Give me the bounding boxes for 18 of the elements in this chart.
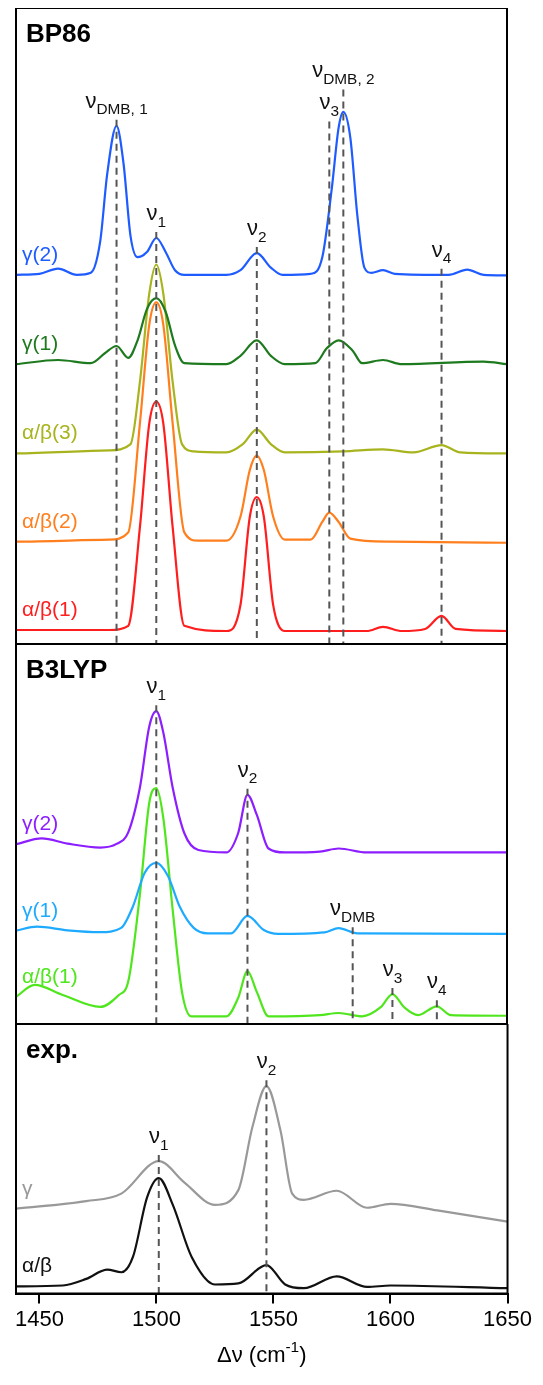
series-label: α/β(1) [22, 596, 78, 620]
x-tick-label: 1550 [248, 1305, 298, 1331]
series-label: α/β [22, 1253, 53, 1277]
x-tick-label: 1450 [14, 1305, 64, 1331]
series-label: γ(1) [22, 897, 59, 921]
x-tick-label: 1600 [366, 1305, 415, 1331]
series-label: γ(2) [22, 811, 59, 835]
chart-title: B3LYP [26, 654, 108, 684]
series-label: α/β(2) [22, 508, 78, 532]
series-label: γ [22, 1175, 33, 1199]
x-tick-label: 1500 [131, 1305, 181, 1331]
chart-title: exp. [26, 1034, 79, 1064]
chart-title: BP86 [26, 18, 92, 48]
series-label: γ(2) [22, 241, 59, 265]
x-tick-label: 1650 [483, 1305, 533, 1331]
series-label: α/β(1) [22, 963, 78, 987]
series-label: γ(1) [22, 331, 59, 355]
series-label: α/β(3) [22, 420, 78, 444]
